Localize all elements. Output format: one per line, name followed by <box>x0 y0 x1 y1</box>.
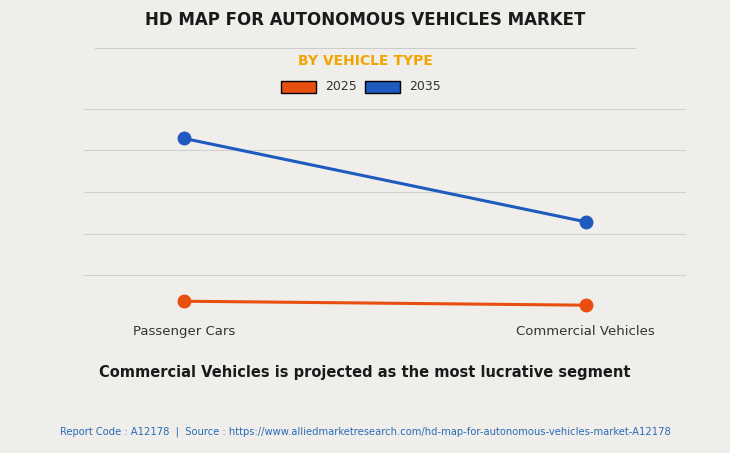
Text: HD MAP FOR AUTONOMOUS VEHICLES MARKET: HD MAP FOR AUTONOMOUS VEHICLES MARKET <box>145 11 585 29</box>
Text: 2025: 2025 <box>325 81 356 93</box>
Text: 2035: 2035 <box>409 81 440 93</box>
Text: BY VEHICLE TYPE: BY VEHICLE TYPE <box>298 54 432 68</box>
Text: Commercial Vehicles is projected as the most lucrative segment: Commercial Vehicles is projected as the … <box>99 365 631 380</box>
Text: Report Code : A12178  |  Source : https://www.alliedmarketresearch.com/hd-map-fo: Report Code : A12178 | Source : https://… <box>60 426 670 437</box>
